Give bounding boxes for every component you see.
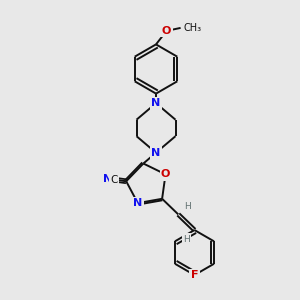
Text: N: N (103, 174, 112, 184)
Text: O: O (162, 26, 171, 36)
Text: H: H (183, 235, 190, 244)
Text: CH₃: CH₃ (184, 23, 202, 33)
Text: C: C (110, 175, 118, 184)
Text: N: N (152, 98, 160, 108)
Text: O: O (161, 169, 170, 179)
Text: N: N (152, 148, 160, 158)
Text: F: F (191, 270, 198, 280)
Text: H: H (184, 202, 191, 211)
Text: N: N (133, 198, 142, 208)
